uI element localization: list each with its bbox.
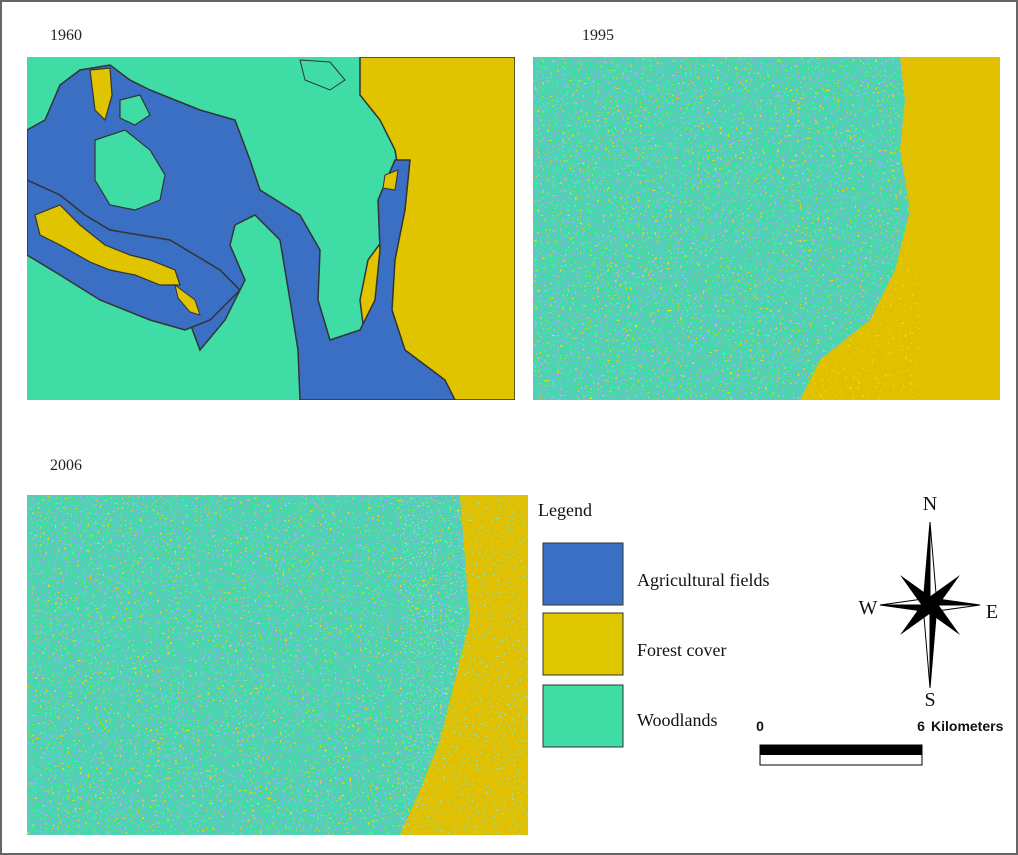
compass-e: E <box>986 601 998 623</box>
compass-w: W <box>859 597 878 619</box>
map-1960 <box>27 57 515 400</box>
scale-bar-fill <box>760 745 922 755</box>
map-1995 <box>533 57 1000 400</box>
legend-label: Forest cover <box>637 640 726 660</box>
panel-label: 2006 <box>50 457 82 474</box>
compass-n: N <box>923 493 937 515</box>
map-2006 <box>27 495 528 835</box>
figure: 1960 1995 2006 Legend Agricultural field… <box>0 0 1018 855</box>
legend-title: Legend <box>538 500 592 520</box>
scale-start: 0 <box>756 718 764 734</box>
panel-label: 1960 <box>50 27 82 44</box>
legend-swatch <box>543 613 623 675</box>
legend-label: Woodlands <box>637 710 718 730</box>
legend-swatch <box>543 685 623 747</box>
scale-unit: Kilometers <box>931 718 1004 734</box>
panel-label: 1995 <box>582 27 614 44</box>
compass-s: S <box>924 689 935 711</box>
legend-swatch <box>543 543 623 605</box>
scale-end: 6 <box>917 718 925 734</box>
legend-label: Agricultural fields <box>637 570 769 590</box>
